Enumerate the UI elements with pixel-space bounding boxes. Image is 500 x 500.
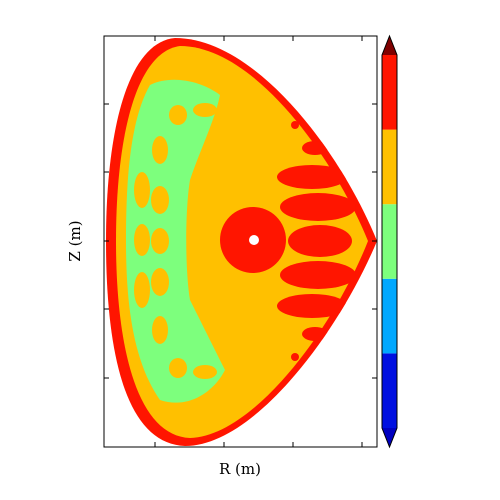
colorbar-segment <box>382 55 397 130</box>
red-blobs <box>220 121 356 361</box>
axis-hole <box>249 235 259 245</box>
colorbar-segment <box>382 278 397 354</box>
colorbar-segment <box>382 204 397 279</box>
x-axis-label: R (m) <box>219 460 261 478</box>
orange-holes <box>134 103 217 379</box>
colorbar-under <box>382 428 397 447</box>
colorbar-over <box>382 36 397 55</box>
contour-field <box>106 38 377 446</box>
ticks <box>104 36 377 447</box>
colorbar-segment <box>382 353 397 428</box>
green-region <box>126 79 225 403</box>
colorbar-outline <box>381 34 398 449</box>
colorbar <box>381 34 398 449</box>
y-axis-label: Z (m) <box>66 220 84 261</box>
colorbar-segment <box>382 129 397 205</box>
